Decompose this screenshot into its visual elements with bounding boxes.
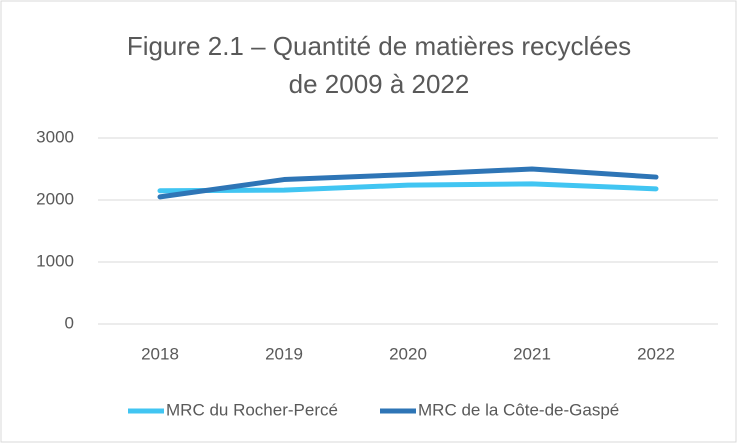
y-tick-label: 3000 [36, 127, 74, 146]
x-tick-label: 2019 [265, 344, 303, 363]
x-tick-label: 2020 [389, 344, 427, 363]
legend-label: MRC du Rocher-Percé [166, 400, 338, 419]
series-line [157, 166, 659, 200]
legend-label: MRC de la Côte-de-Gaspé [418, 400, 619, 419]
y-tick-label: 1000 [36, 251, 74, 270]
x-tick-label: 2022 [637, 344, 675, 363]
chart-title: Figure 2.1 – Quantité de matières recycl… [127, 31, 631, 61]
x-tick-label: 2018 [141, 344, 179, 363]
chart-title: de 2009 à 2022 [289, 69, 470, 99]
y-tick-label: 0 [65, 313, 74, 332]
y-tick-label: 2000 [36, 189, 74, 208]
series-line [157, 181, 659, 194]
x-tick-label: 2021 [513, 344, 551, 363]
